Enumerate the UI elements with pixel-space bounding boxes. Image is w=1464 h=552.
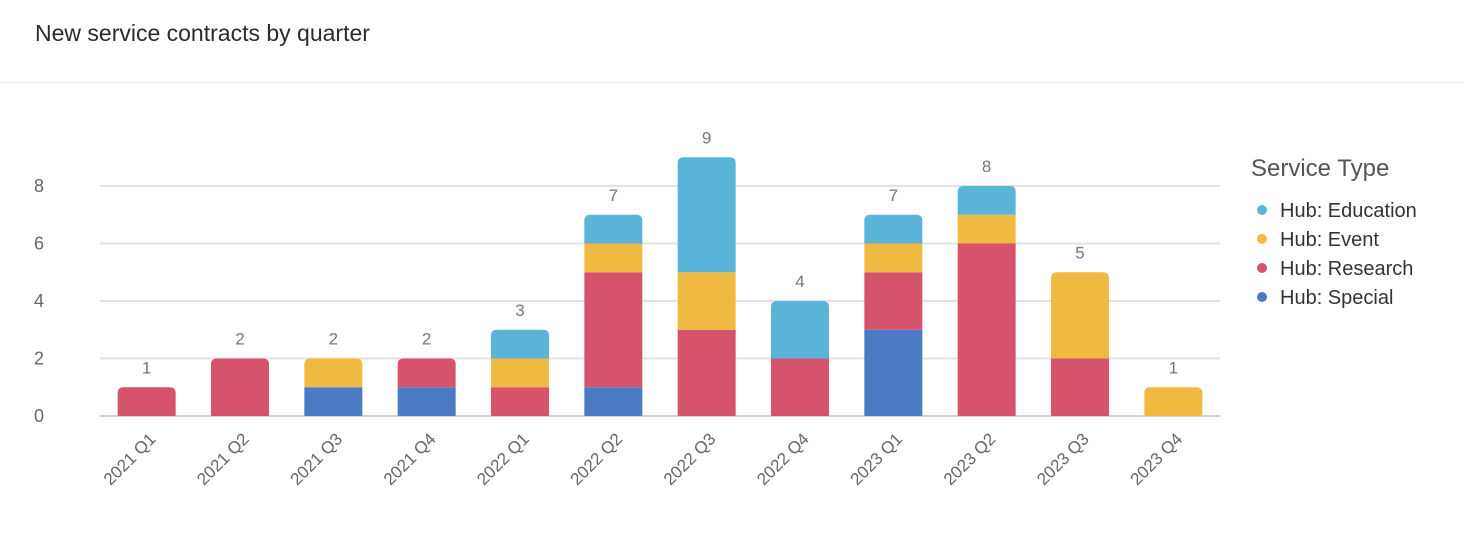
x-tick-label: 2021 Q1 [100,429,160,489]
bar-segment [1051,358,1109,416]
legend-swatch [1257,263,1267,273]
legend-swatch [1257,234,1267,244]
total-label: 5 [1075,243,1084,262]
bar-segment [957,243,1016,416]
x-tick-label: 2022 Q3 [660,429,720,489]
y-tick-label: 8 [34,176,44,196]
bar-segment [304,387,363,416]
bar-segment [864,329,923,416]
y-tick-label: 6 [34,234,44,254]
total-label: 7 [609,186,618,205]
total-label: 4 [795,272,804,291]
x-tick-label: 2022 Q4 [753,429,813,489]
total-label: 2 [235,330,244,349]
legend-swatch [1257,292,1267,302]
bar-segment [957,186,1016,215]
legend-item: Hub: Research [1280,258,1413,280]
total-label: 3 [515,301,524,320]
bar-segment [491,358,549,388]
bar-segment [584,272,643,388]
bar-segment [771,301,829,359]
legend-swatch [1257,205,1267,215]
legend-item: Hub: Special [1280,287,1393,309]
bar-segment [677,157,736,273]
chart-header: New service contracts by quarter [0,0,1464,83]
x-tick-label: 2023 Q2 [940,429,1000,489]
total-label: 9 [702,128,711,147]
bar-segment [677,272,736,330]
legend-item: Hub: Education [1280,200,1417,222]
bar-segment [864,243,923,273]
legend-title: Service Type [1251,155,1389,182]
bar-segment [584,243,643,273]
bar-segment [864,272,923,330]
total-label: 2 [329,330,338,349]
bar-segment [584,387,643,416]
bar-segment [1051,272,1109,359]
bar-segment [957,214,1016,244]
x-tick-label: 2022 Q2 [567,429,627,489]
x-tick-label: 2023 Q3 [1033,429,1093,489]
bar-segment [1144,387,1203,416]
bar-segment [584,214,643,244]
bar-segment [864,214,923,244]
total-label: 1 [142,358,151,377]
bar-segment [491,387,549,416]
chart-title: New service contracts by quarter [35,20,370,46]
bar-segment [491,329,549,359]
y-tick-label: 4 [34,291,44,311]
total-label: 8 [982,157,991,176]
total-label: 2 [422,330,431,349]
x-tick-label: 2021 Q2 [193,429,253,489]
bar-segment [304,358,363,388]
bar-segment [397,387,456,416]
total-label: 1 [1169,358,1178,377]
x-tick-label: 2021 Q3 [287,429,347,489]
legend-item: Hub: Event [1280,229,1379,251]
x-tick-label: 2021 Q4 [380,429,440,489]
bar-segment [771,358,829,416]
y-tick-label: 2 [34,349,44,369]
x-tick-label: 2022 Q1 [473,429,533,489]
bar-segment [117,387,176,416]
bar-segment [211,358,269,416]
total-label: 7 [889,186,898,205]
bar-segment [677,329,736,416]
y-tick-label: 0 [34,406,44,426]
x-tick-label: 2023 Q4 [1127,429,1187,489]
x-tick-label: 2023 Q1 [847,429,907,489]
bar-segment [397,358,456,388]
